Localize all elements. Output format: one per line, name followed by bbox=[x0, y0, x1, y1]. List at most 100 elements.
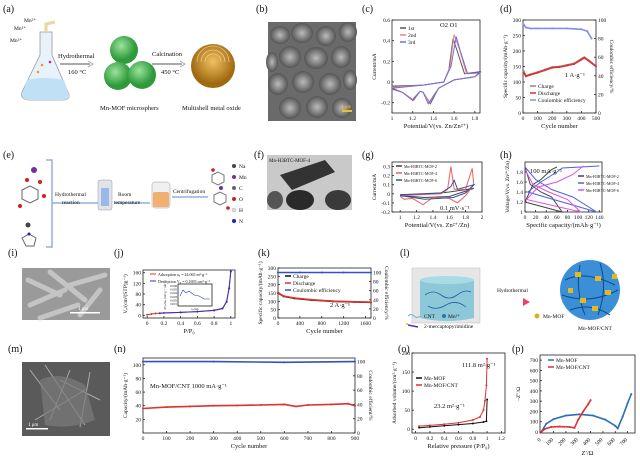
legend-entry: Adsorption aₛ = 24.065 m²·g⁻¹ bbox=[158, 272, 208, 277]
data-point bbox=[418, 425, 421, 428]
panel-label-e: (e) bbox=[3, 150, 14, 161]
chart-o: 0 0.2 0.4 0.6 0.8 1 1.2 0 50 100 150 200 Relative pr… bbox=[391, 351, 506, 450]
legend-entry: 1st bbox=[408, 26, 415, 32]
y2-tick-label: 20 bbox=[598, 92, 604, 98]
data-point bbox=[550, 426, 553, 429]
data-point bbox=[592, 414, 595, 417]
y-tick-label: 400 bbox=[530, 389, 539, 395]
scale-bar bbox=[70, 312, 100, 314]
x-tick-label: 1.8 bbox=[462, 215, 469, 221]
data-point bbox=[225, 300, 228, 303]
x-tick-label: 0.6 bbox=[194, 321, 201, 327]
data-point bbox=[259, 404, 262, 407]
legend-entry: Mn-MOF bbox=[556, 358, 577, 364]
panel-label-o: (o) bbox=[398, 344, 410, 355]
data-point bbox=[540, 430, 543, 433]
data-point bbox=[587, 59, 590, 62]
x-tick-label: 0.2 bbox=[426, 436, 433, 442]
tem-image-f: Mn-H3BTC-MOF-4 bbox=[267, 155, 352, 210]
ion-label: Mn²⁺ bbox=[14, 25, 26, 32]
x-tick-label: 100 bbox=[574, 215, 583, 221]
inset-y-tick-label: 0.004 bbox=[170, 291, 177, 295]
panel-label-a: (a) bbox=[3, 4, 14, 15]
data-point bbox=[522, 71, 525, 74]
x-tick-label: 100 bbox=[545, 437, 555, 447]
y-tick-label: 120 bbox=[133, 281, 142, 287]
scale-label: 1 μm bbox=[28, 423, 38, 428]
data-point bbox=[486, 398, 489, 401]
x-tick-label: 120 bbox=[585, 215, 594, 221]
y-tick-label: -0.2 bbox=[381, 101, 390, 107]
legend-element: Na bbox=[239, 164, 246, 170]
x-tick-label: 0.4 bbox=[441, 436, 448, 442]
cnt-icon bbox=[407, 314, 421, 318]
annotation: Mn-MOF/CNT 1000 mA·g⁻¹ bbox=[150, 383, 227, 390]
mn-mof-icon bbox=[534, 313, 540, 319]
legend-entry: Mn-H3BTC-MOF-6 bbox=[404, 178, 437, 183]
data-point bbox=[457, 423, 460, 426]
data-point bbox=[486, 357, 489, 360]
data-point bbox=[306, 404, 309, 407]
x-tick-label: 100 bbox=[162, 436, 171, 442]
y-tick-label: 150 bbox=[402, 370, 411, 376]
inset-y-tick-label: 0.005 bbox=[170, 288, 177, 292]
y-tick-label: 50 bbox=[271, 308, 277, 314]
x-tick-label: 0.6 bbox=[455, 436, 462, 442]
data-point bbox=[330, 403, 333, 406]
series-mn-mof-cnt bbox=[419, 358, 488, 427]
x-tick-label: 20 bbox=[533, 215, 539, 221]
series-3rd bbox=[391, 36, 482, 105]
x-tick-label: 300 bbox=[570, 437, 580, 447]
x-tick-label: 0 bbox=[277, 321, 280, 327]
data-point bbox=[293, 297, 296, 299]
y-tick-label: 20 bbox=[136, 417, 142, 423]
panel-label-l: (l) bbox=[400, 248, 409, 259]
y-tick-label: 1.4 bbox=[516, 190, 523, 196]
y-tick-label: 80 bbox=[136, 292, 142, 298]
data-point bbox=[320, 271, 323, 274]
data-point bbox=[614, 424, 617, 427]
data-point bbox=[158, 312, 161, 315]
data-point bbox=[282, 295, 285, 297]
data-point bbox=[189, 405, 192, 408]
data-point bbox=[142, 360, 144, 363]
mn-ion-icon bbox=[442, 314, 446, 318]
plot-frame bbox=[142, 269, 236, 319]
x-tick-label: 600 bbox=[280, 436, 289, 442]
y-tick-label: 250 bbox=[268, 274, 277, 280]
scale-bar bbox=[26, 428, 48, 430]
series-coulombic-efficiency bbox=[143, 360, 356, 364]
x-tick-label: 400 bbox=[582, 437, 592, 447]
data-point bbox=[346, 402, 349, 405]
annotation: 2 A·g⁻¹ bbox=[330, 302, 350, 309]
legend-element: H bbox=[239, 208, 243, 214]
microsphere-icon bbox=[110, 36, 138, 64]
x-axis-label: Cycle number bbox=[306, 328, 343, 335]
annotation: O2 O1 bbox=[440, 22, 458, 29]
series-mn-h3btc-mof-4 bbox=[524, 165, 600, 213]
series-mn-mof bbox=[540, 393, 633, 433]
data-point bbox=[485, 384, 488, 387]
data-point bbox=[583, 56, 586, 59]
x-tick-label: 1 bbox=[391, 116, 394, 122]
data-point bbox=[616, 427, 619, 430]
y-tick-label: 300 bbox=[530, 399, 539, 405]
y-tick-label: 0 bbox=[387, 192, 390, 198]
x-axis-label: Cycle number bbox=[541, 123, 578, 130]
data-point bbox=[443, 423, 446, 426]
x-tick-label: 700 bbox=[619, 437, 629, 447]
inset-y-label: dVₚ/drₚ (cm³·g⁻¹·nm⁻¹) bbox=[163, 280, 167, 309]
annotation: 111.8 m²·g⁻¹ bbox=[462, 362, 496, 369]
image-title: Mn-H3BTC-MOF-4 bbox=[269, 159, 311, 164]
y-tick-label: 100 bbox=[513, 80, 522, 86]
data-point bbox=[529, 27, 532, 30]
x-tick-label: 0.2 bbox=[160, 321, 167, 327]
product-label: Mn-MOF/CNT bbox=[578, 326, 613, 332]
x-tick-label: 1 bbox=[229, 321, 232, 327]
y-tick-label: 40 bbox=[136, 303, 142, 309]
x-tick-label: 0.8 bbox=[469, 436, 476, 442]
data-point bbox=[196, 310, 199, 313]
x-tick-label: 400 bbox=[577, 116, 586, 122]
data-point bbox=[568, 426, 571, 429]
chart-d: 0 100 200 300 400 500050100150200250300020406… bbox=[502, 18, 615, 130]
